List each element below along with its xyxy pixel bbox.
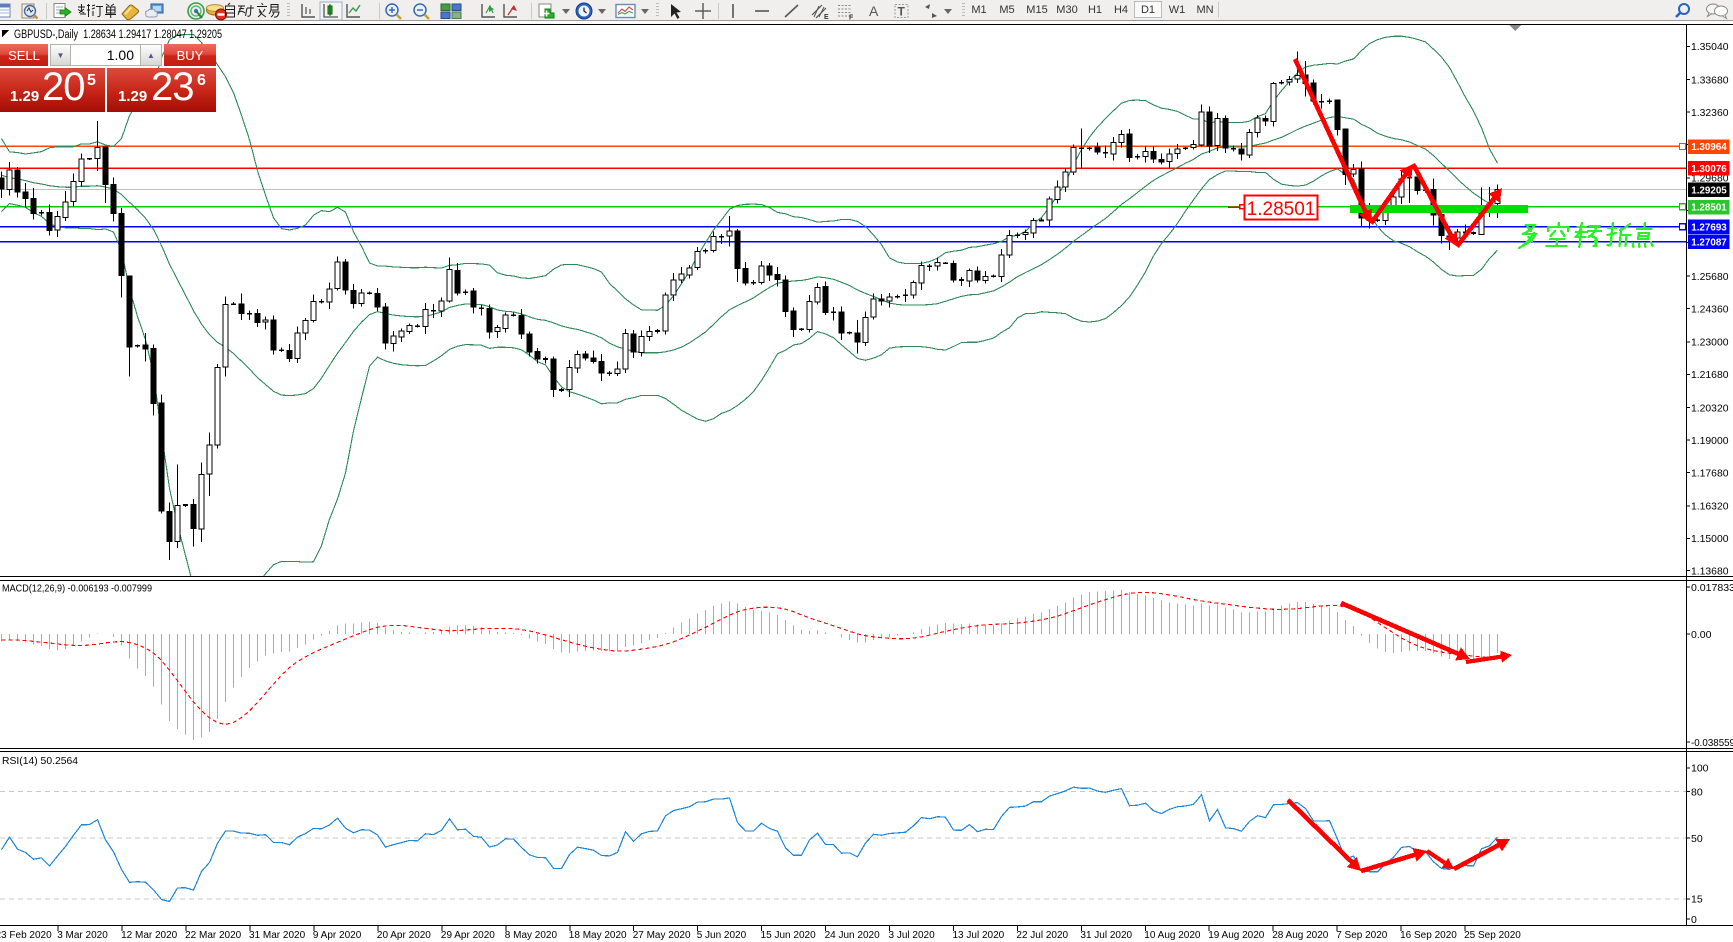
svg-text:RSI(14) 50.2564: RSI(14) 50.2564 <box>2 755 78 767</box>
svg-text:1.13680: 1.13680 <box>1691 566 1729 578</box>
svg-text:1.30076: 1.30076 <box>1691 163 1727 175</box>
svg-text:3 Jul 2020: 3 Jul 2020 <box>889 930 936 941</box>
svg-text:18 May 2020: 18 May 2020 <box>569 930 627 941</box>
svg-text:1.20320: 1.20320 <box>1691 403 1729 415</box>
svg-text:A: A <box>869 3 879 19</box>
svg-text:27 May 2020: 27 May 2020 <box>633 930 691 941</box>
svg-text:25 Sep 2020: 25 Sep 2020 <box>1464 930 1521 941</box>
svg-text:0: 0 <box>1691 914 1697 926</box>
svg-text:19 Aug 2020: 19 Aug 2020 <box>1208 930 1265 941</box>
svg-text:0.00: 0.00 <box>1691 629 1712 641</box>
svg-text:1.28501: 1.28501 <box>1691 202 1727 214</box>
svg-text:7 Sep 2020: 7 Sep 2020 <box>1336 930 1388 941</box>
svg-text:29 Apr 2020: 29 Apr 2020 <box>441 930 495 941</box>
svg-text:22 Jul 2020: 22 Jul 2020 <box>1016 930 1068 941</box>
svg-text:1.19000: 1.19000 <box>1691 435 1729 447</box>
svg-text:F: F <box>849 15 854 22</box>
svg-text:28 Aug 2020: 28 Aug 2020 <box>1272 930 1329 941</box>
svg-text:-0.038559: -0.038559 <box>1691 737 1733 749</box>
svg-text:T: T <box>898 5 906 19</box>
svg-text:15: 15 <box>1691 894 1703 906</box>
svg-text:24 Jun 2020: 24 Jun 2020 <box>825 930 880 941</box>
svg-text:15 Jun 2020: 15 Jun 2020 <box>761 930 816 941</box>
svg-text:31 Mar 2020: 31 Mar 2020 <box>249 930 306 941</box>
svg-text:1.23000: 1.23000 <box>1691 337 1729 349</box>
svg-text:9 Apr 2020: 9 Apr 2020 <box>313 930 362 941</box>
svg-text:1.15000: 1.15000 <box>1691 533 1729 545</box>
svg-text:1.27693: 1.27693 <box>1691 222 1727 234</box>
svg-text:1.25680: 1.25680 <box>1691 271 1729 283</box>
svg-text:31 Jul 2020: 31 Jul 2020 <box>1080 930 1132 941</box>
svg-text:3 Mar 2020: 3 Mar 2020 <box>57 930 108 941</box>
svg-text:20 Apr 2020: 20 Apr 2020 <box>377 930 431 941</box>
svg-text:10 Aug 2020: 10 Aug 2020 <box>1144 930 1201 941</box>
svg-text:1.32360: 1.32360 <box>1691 107 1729 119</box>
svg-text:13 Jul 2020: 13 Jul 2020 <box>953 930 1005 941</box>
svg-text:1.21680: 1.21680 <box>1691 369 1729 381</box>
svg-text:1.16320: 1.16320 <box>1691 501 1729 513</box>
svg-text:50: 50 <box>1691 833 1703 845</box>
svg-text:1.29205: 1.29205 <box>1691 184 1727 196</box>
svg-text:12 Mar 2020: 12 Mar 2020 <box>121 930 178 941</box>
svg-text:100: 100 <box>1691 763 1709 775</box>
svg-text:MACD(12,26,9) -0.006193 -0.007: MACD(12,26,9) -0.006193 -0.007999 <box>2 583 152 595</box>
svg-text:5 Jun 2020: 5 Jun 2020 <box>697 930 747 941</box>
svg-text:1.28501: 1.28501 <box>1247 199 1316 220</box>
svg-text:1.17680: 1.17680 <box>1691 467 1729 479</box>
svg-text:GBPUSD-,Daily 1.28634 1.29417: GBPUSD-,Daily 1.28634 1.29417 1.28047 1.… <box>14 29 222 41</box>
svg-text:1.27087: 1.27087 <box>1691 236 1727 248</box>
svg-text:80: 80 <box>1691 786 1703 798</box>
svg-text:0.017833: 0.017833 <box>1691 582 1733 594</box>
svg-text:1.24360: 1.24360 <box>1691 303 1729 315</box>
svg-text:1.35040: 1.35040 <box>1691 41 1729 53</box>
svg-text:23 Feb 2020: 23 Feb 2020 <box>0 930 52 941</box>
svg-text:1.33680: 1.33680 <box>1691 75 1729 87</box>
svg-text:16 Sep 2020: 16 Sep 2020 <box>1400 930 1457 941</box>
svg-text:E: E <box>824 14 829 21</box>
svg-text:22 Mar 2020: 22 Mar 2020 <box>185 930 242 941</box>
svg-text:1.30964: 1.30964 <box>1691 141 1727 153</box>
svg-text:8 May 2020: 8 May 2020 <box>505 930 558 941</box>
